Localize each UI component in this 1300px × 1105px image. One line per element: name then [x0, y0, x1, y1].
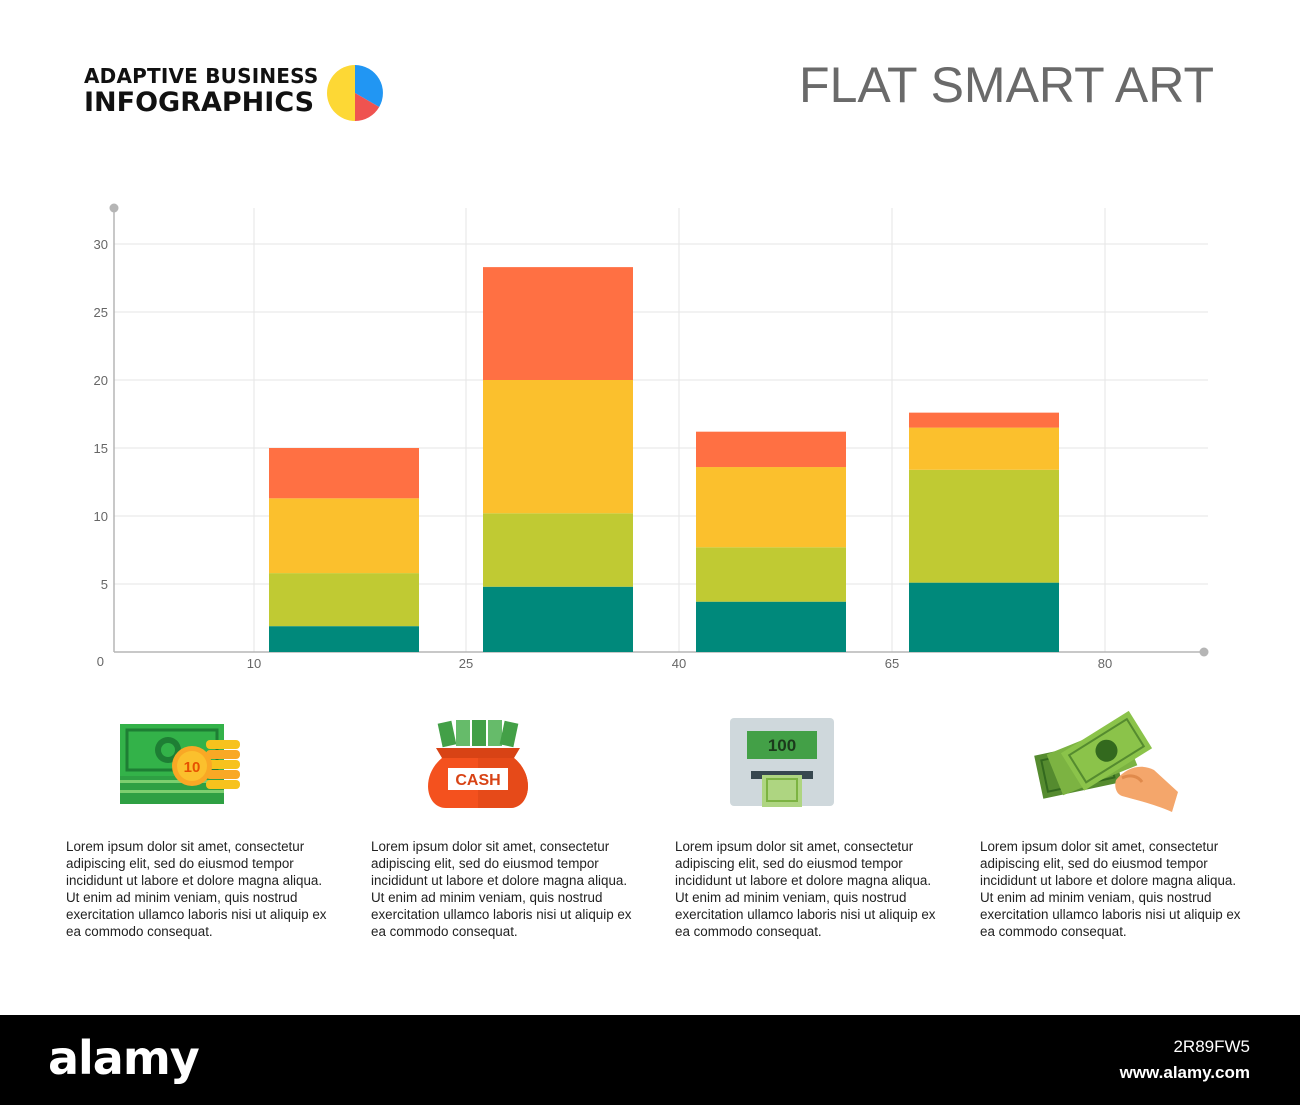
pie-logo-red-slice	[355, 93, 380, 121]
bar-segment	[696, 547, 846, 602]
pie-logo-yellow-slice	[327, 65, 355, 121]
bar-segment	[483, 267, 633, 380]
footer-logo: alamy	[48, 1031, 200, 1085]
cash-bag-icon: CASH	[428, 720, 528, 808]
brand-title: ADAPTIVE BUSINESS INFOGRAPHICS	[84, 64, 318, 118]
y-tick-label: 25	[94, 305, 108, 320]
y-tick-label: 20	[94, 373, 108, 388]
y-axis-end-dot	[109, 203, 119, 213]
watermark-footer: alamy 2R89FW5 www.alamy.com	[0, 1015, 1300, 1105]
bar-segment	[909, 582, 1059, 652]
banknote-coins-icon: 10	[120, 724, 240, 804]
bar-segment	[269, 448, 419, 499]
bar-segment	[269, 498, 419, 574]
bar-segment	[909, 427, 1059, 470]
bar-segment	[483, 513, 633, 587]
bar-segment	[483, 586, 633, 652]
footer-image-id: 2R89FW5	[1173, 1037, 1250, 1056]
page-title: FLAT SMART ART	[799, 57, 1214, 113]
bar-segment	[696, 431, 846, 468]
panel-4-description: Lorem ipsum dolor sit amet, consectetur …	[980, 839, 1241, 939]
atm-display-label: 100	[768, 736, 796, 755]
hand-money-icon	[1034, 710, 1178, 812]
cash-bag-label: CASH	[455, 772, 500, 789]
atm-cash-icon: 100	[730, 718, 834, 807]
bar-segment	[696, 601, 846, 652]
x-tick-label: 80	[1098, 656, 1112, 671]
pie-logo-blue-slice	[355, 65, 383, 107]
panel-1-description: Lorem ipsum dolor sit amet, consectetur …	[66, 839, 327, 939]
x-tick-label: 40	[672, 656, 686, 671]
bar-segment	[269, 626, 419, 652]
stacked-bar-chart: 0 5 10 15 20 25 30 10 25 40 65 80	[94, 203, 1209, 671]
bar-segment	[483, 380, 633, 514]
y-tick-label: 0	[97, 654, 104, 669]
bar-segment	[909, 412, 1059, 428]
x-tick-label: 10	[247, 656, 261, 671]
x-tick-label: 25	[459, 656, 473, 671]
brand-line-1: ADAPTIVE BUSINESS	[84, 64, 319, 88]
bar-segment	[696, 467, 846, 548]
brand-line-2: INFOGRAPHICS	[84, 87, 315, 118]
bar-segment	[909, 469, 1059, 583]
svg-text:10: 10	[184, 759, 201, 776]
pie-logo-icon	[327, 65, 383, 121]
panel-3-description: Lorem ipsum dolor sit amet, consectetur …	[675, 839, 936, 939]
x-tick-label: 65	[885, 656, 899, 671]
y-tick-label: 15	[94, 441, 108, 456]
y-tick-label: 5	[101, 577, 108, 592]
x-axis-end-dot	[1199, 647, 1209, 657]
footer-site: www.alamy.com	[1119, 1063, 1250, 1082]
y-tick-label: 30	[94, 237, 108, 252]
panel-2-description: Lorem ipsum dolor sit amet, consectetur …	[371, 839, 632, 939]
bar-segment	[269, 573, 419, 627]
y-tick-label: 10	[94, 509, 108, 524]
